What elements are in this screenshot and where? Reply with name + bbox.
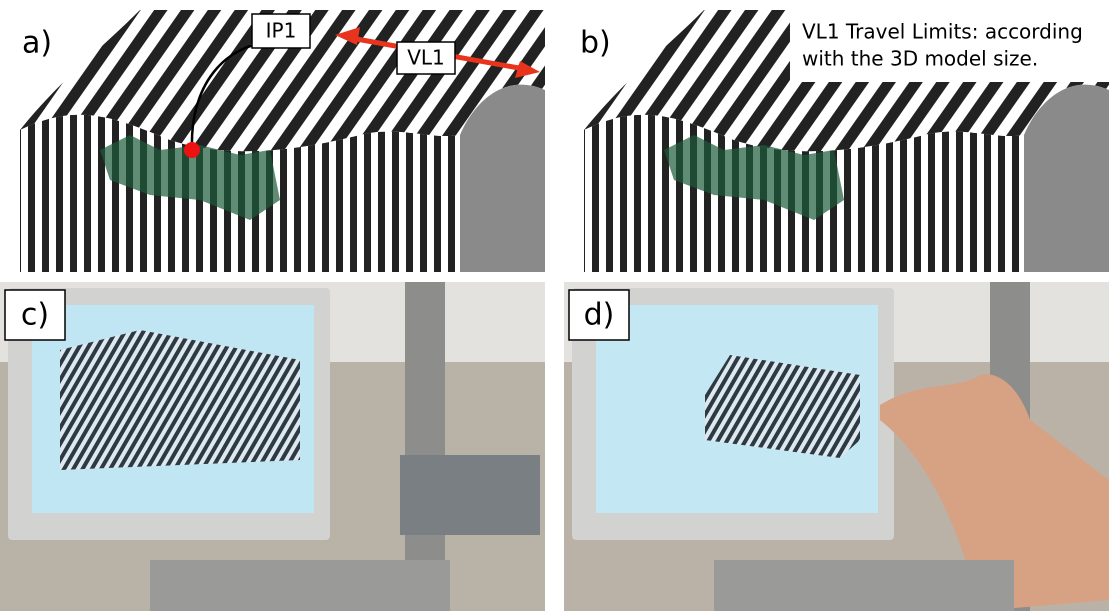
callout-label: VL1 xyxy=(407,46,445,70)
panel-d: d) xyxy=(564,282,1109,611)
panel-label: c) xyxy=(21,298,49,333)
interaction-point xyxy=(184,142,200,158)
note-line: with the 3D model size. xyxy=(802,47,1038,71)
panel-a: IP1 VL1 a) xyxy=(20,10,545,272)
figure: IP1 VL1 a) b) VL1 Travel Limits: accordi… xyxy=(0,0,1109,611)
panel-c: c) xyxy=(0,282,545,611)
panel-label: d) xyxy=(584,298,615,333)
panel-label: b) xyxy=(580,26,611,61)
note-line: VL1 Travel Limits: according xyxy=(802,20,1083,44)
callout-label: IP1 xyxy=(266,19,297,43)
panel-b: b) VL1 Travel Limits: according with the… xyxy=(580,0,1109,272)
panel-label: a) xyxy=(22,26,52,61)
